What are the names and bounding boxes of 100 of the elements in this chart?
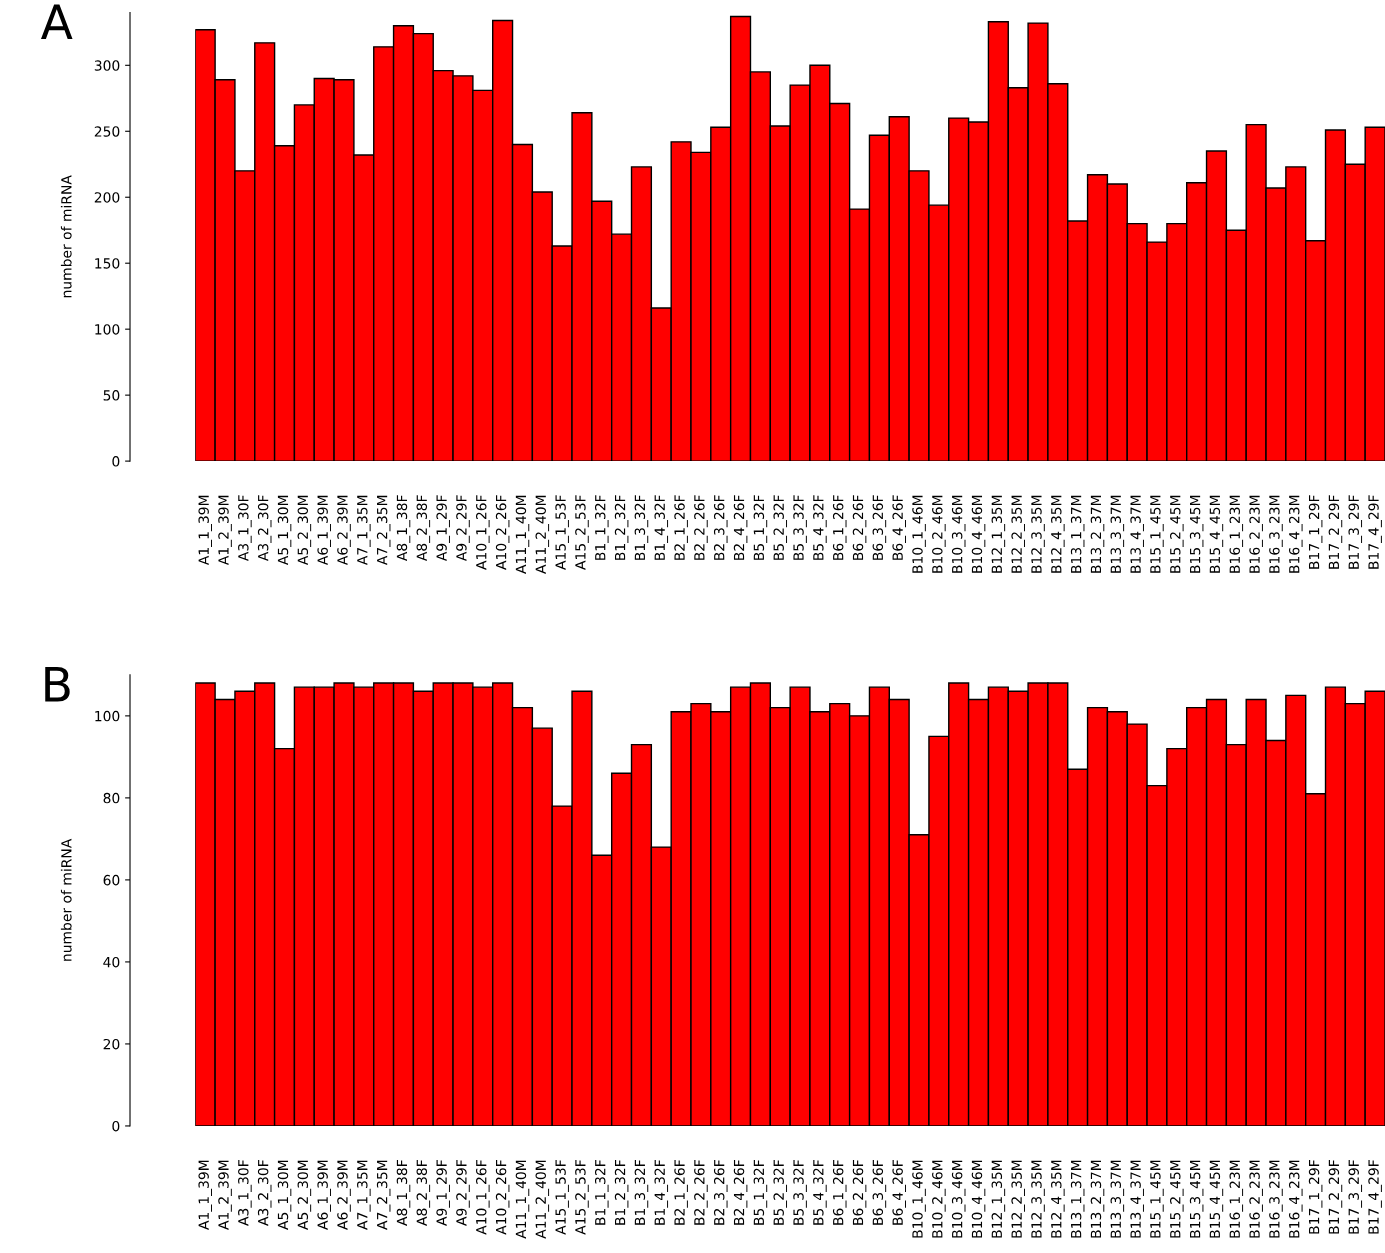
x-tick-label: B10_2_46M — [932, 495, 946, 573]
x-tick-label: B17_2_29F — [1328, 495, 1343, 569]
y-tick-label: 300 — [94, 60, 120, 71]
y-tick-label: 50 — [103, 390, 120, 401]
y-tick-label: 80 — [103, 792, 120, 804]
x-tick-label: A11_2_40M — [535, 495, 550, 574]
x-tick-label: B15_1_45M — [1150, 495, 1164, 573]
x-tick-label: B1_1_32F — [594, 495, 609, 560]
x-tick-label: B10_3_46M — [951, 1160, 966, 1238]
y-tick-label: 0 — [112, 1120, 120, 1132]
x-tick-label: B6_4_26F — [892, 495, 906, 560]
x-tick-label: B10_1_46M — [912, 1160, 926, 1238]
x-tick-label: B5_1_32F — [753, 495, 768, 560]
x-tick-label: B10_3_46M — [951, 495, 966, 573]
x-tick-label: A5_1_30M — [277, 1160, 292, 1230]
x-tick-label: B2_1_26F — [674, 495, 688, 560]
x-tick-label: A1_2_39M — [218, 495, 232, 566]
x-tick-label: B13_4_37M — [1130, 495, 1144, 573]
x-tick-label: B12_4_35M — [1051, 1160, 1065, 1238]
x-tick-label: B12_3_35M — [1031, 495, 1045, 573]
x-tick-label: B5_4_32F — [813, 1160, 827, 1225]
x-tick-label: B12_3_35M — [1031, 1160, 1045, 1238]
y-tick-label: 40 — [103, 956, 120, 968]
x-tick-label: B15_4_45M — [1209, 1160, 1224, 1238]
y-tick-label: 100 — [95, 710, 120, 722]
x-tick-label: A1_2_39M — [218, 1160, 232, 1230]
x-tick-label: B2_1_26F — [674, 1160, 688, 1225]
x-tick-label: B16_4_23M — [1288, 495, 1303, 573]
x-tick-label: A6_2_39M — [337, 1160, 351, 1230]
x-tick-label: B1_2_32F — [614, 495, 629, 560]
x-tick-label: A1_1_39M — [198, 495, 212, 566]
x-tick-label: B5_2_32F — [773, 1160, 788, 1225]
x-tick-label: A10_1_26F — [476, 495, 490, 570]
x-tick-label: B6_2_26F — [852, 495, 867, 560]
x-tick-label: B17_3_29F — [1348, 1160, 1363, 1234]
x-tick-label: B6_1_26F — [832, 1160, 847, 1225]
x-tick-label: B1_3_32F — [634, 495, 649, 560]
x-tick-label: B10_1_46M — [912, 495, 926, 573]
x-tick-label: B12_2_35M — [1011, 1160, 1025, 1238]
x-tick-label: A8_2_38F — [416, 495, 431, 562]
x-tick-label: A11_1_40M — [515, 1160, 530, 1239]
x-tick-label: B13_1_37M — [1070, 495, 1085, 573]
x-tick-label: A15_2_53F — [575, 495, 589, 570]
x-tick-label: B2_2_26F — [694, 1160, 708, 1225]
x-tick-label: B1_3_32F — [634, 1160, 649, 1225]
y-tick-label: 60 — [103, 874, 120, 886]
x-tick-label: A11_2_40M — [535, 1160, 550, 1239]
x-tick-label: A5_2_30M — [297, 1160, 312, 1230]
x-tick-label: B15_1_45M — [1150, 1160, 1164, 1238]
x-tick-label: A15_2_53F — [575, 1160, 589, 1235]
x-tick-label: B5_3_32F — [793, 1160, 807, 1225]
x-tick-label: B12_1_35M — [991, 495, 1006, 573]
x-tick-label: B17_2_29F — [1328, 1160, 1343, 1234]
x-tick-label: B2_4_26F — [733, 495, 748, 560]
x-tick-label: A3_2_30F — [257, 495, 272, 562]
x-tick-label: A10_1_26F — [476, 1160, 490, 1235]
x-tick-label: B13_3_37M — [1110, 1160, 1125, 1238]
x-tick-label: A9_2_29F — [456, 1160, 470, 1226]
x-tick-label: B6_1_26F — [832, 495, 847, 560]
x-tick-label: A10_2_26F — [495, 1160, 510, 1235]
x-tick-label: A8_2_38F — [416, 1160, 431, 1226]
x-tick-label: B10_4_46M — [971, 1160, 986, 1238]
x-tick-label: B13_3_37M — [1110, 495, 1125, 573]
x-tick-label: B13_1_37M — [1070, 1160, 1085, 1238]
x-tick-label: A15_1_53F — [555, 495, 569, 570]
y-tick-label: 100 — [95, 324, 120, 335]
y-tick-label: 150 — [95, 258, 120, 269]
x-tick-label: B16_1_23M — [1229, 495, 1244, 573]
x-tick-label: B12_4_35M — [1051, 495, 1065, 573]
x-tick-label: B2_4_26F — [733, 1160, 748, 1225]
y-tick-label: 250 — [94, 126, 120, 137]
y-axis-title: number of miRNA — [60, 175, 72, 298]
x-tick-label: B12_2_35M — [1011, 495, 1025, 573]
x-tick-label: B17_1_29F — [1308, 1160, 1323, 1234]
x-tick-label: B1_2_32F — [614, 1160, 629, 1225]
x-tick-label: B15_4_45M — [1209, 495, 1224, 573]
x-tick-label: A6_1_39M — [317, 1160, 331, 1230]
x-tick-label: B5_4_32F — [813, 495, 827, 560]
x-tick-label: B2_2_26F — [694, 495, 708, 560]
x-tick-label: A3_1_30F — [238, 495, 252, 562]
x-tick-label: B13_4_37M — [1130, 1160, 1144, 1238]
x-tick-label: A6_1_39M — [317, 495, 331, 566]
y-tick-label: 20 — [103, 1038, 120, 1050]
x-tick-label: A5_2_30M — [297, 495, 312, 566]
x-tick-label: A1_1_39M — [198, 1160, 212, 1230]
x-tick-label: B1_4_32F — [654, 495, 669, 560]
x-tick-label: B2_3_26F — [713, 495, 728, 560]
x-tick-label: B2_3_26F — [713, 1160, 728, 1225]
chart-title: B — [45, 667, 70, 702]
x-tick-label: B5_2_32F — [773, 495, 788, 560]
x-tick-label: B17_3_29F — [1348, 495, 1363, 569]
x-tick-label: B1_4_32F — [654, 1160, 669, 1225]
x-tick-label: B16_2_23M — [1249, 495, 1263, 573]
x-tick-label: B12_1_35M — [991, 1160, 1006, 1238]
x-tick-label: B16_1_23M — [1229, 1160, 1244, 1238]
x-tick-label: B15_3_45M — [1189, 1160, 1204, 1238]
x-tick-label: B16_2_23M — [1249, 1160, 1263, 1238]
x-tick-label: B10_2_46M — [932, 1160, 946, 1238]
x-tick-label: B6_3_26F — [872, 495, 887, 560]
x-tick-label: A7_1_35M — [357, 1160, 371, 1230]
